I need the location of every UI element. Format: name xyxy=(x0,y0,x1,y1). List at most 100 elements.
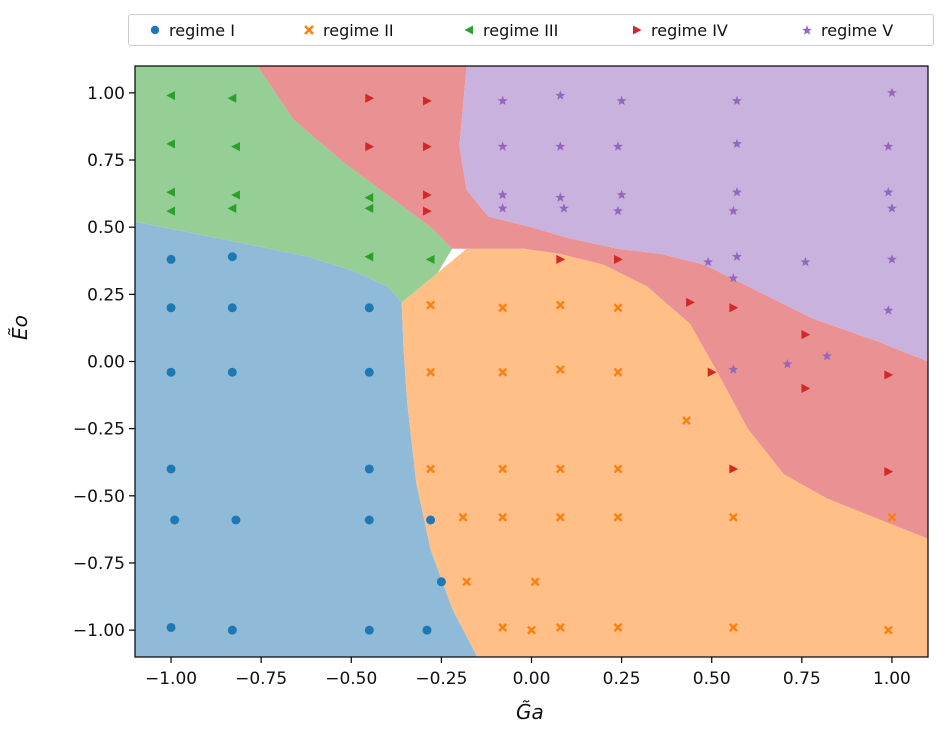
data-point-regime-ii xyxy=(887,512,897,522)
x-tick-label: −1.00 xyxy=(145,669,197,689)
legend-item-regime-i: regime I xyxy=(129,15,303,45)
data-point-regime-i xyxy=(364,464,374,474)
data-point-regime-ii xyxy=(728,512,738,522)
data-point-regime-ii xyxy=(555,365,565,375)
legend-item-regime-v: regime V xyxy=(801,15,933,45)
y-tick-label: −0.25 xyxy=(73,420,125,440)
legend-item-regime-ii: regime II xyxy=(303,15,463,45)
data-point-regime-i xyxy=(436,577,446,587)
data-point-regime-i xyxy=(227,252,237,262)
data-point-regime-iv xyxy=(729,464,739,474)
data-point-regime-ii xyxy=(530,577,540,587)
legend-label: regime V xyxy=(821,20,894,40)
data-point-regime-iv xyxy=(422,141,432,152)
data-point-regime-iv xyxy=(422,96,432,106)
data-point-regime-iii xyxy=(166,139,176,149)
region-regime-iv xyxy=(257,66,928,539)
data-point-regime-v xyxy=(782,358,793,369)
data-point-regime-v xyxy=(559,203,569,213)
decision-regions xyxy=(135,66,928,657)
data-point-regime-iv xyxy=(365,93,375,103)
x-tick-label: 1.00 xyxy=(873,669,911,689)
y-tick-label: −1.00 xyxy=(73,621,125,641)
data-point-regime-v xyxy=(883,141,894,151)
data-point-regime-i xyxy=(227,303,237,313)
y-tick-label: 0.25 xyxy=(87,285,125,305)
data-point-regime-ii xyxy=(426,464,436,474)
y-tick-label: 0.00 xyxy=(87,353,125,373)
data-point-regime-iv xyxy=(729,303,739,313)
data-point-regime-v xyxy=(497,189,508,200)
data-point-regime-v xyxy=(800,256,811,267)
data-point-regime-i xyxy=(364,367,374,377)
triangle-right-marker-icon xyxy=(633,25,642,35)
y-tick-label: −0.50 xyxy=(73,487,125,507)
data-point-regime-v xyxy=(732,138,742,149)
data-point-regime-v xyxy=(616,189,627,200)
data-point-regime-i xyxy=(166,367,176,377)
data-point-regime-v xyxy=(703,256,714,267)
data-point-regime-ii xyxy=(555,512,565,522)
data-point-regime-v xyxy=(728,205,739,216)
data-point-regime-iv xyxy=(884,467,894,477)
data-point-regime-iii xyxy=(425,254,435,265)
data-point-regime-ii xyxy=(498,303,508,313)
legend-item-regime-iii: regime III xyxy=(463,15,631,45)
data-point-regime-v xyxy=(883,305,894,315)
x-axis-label: G̃a xyxy=(516,700,544,724)
data-point-regime-v xyxy=(555,141,566,151)
data-point-regime-iii xyxy=(231,141,240,152)
x-tick-label: −0.75 xyxy=(235,669,287,689)
data-point-regime-i xyxy=(231,515,241,525)
x-tick-label: −0.25 xyxy=(415,669,467,689)
data-point-regime-iii xyxy=(227,93,237,103)
data-point-regime-ii xyxy=(498,623,508,632)
legend: regime I regime II regime III regime IV … xyxy=(128,14,934,46)
y-tick-label: 0.75 xyxy=(87,151,125,171)
data-point-regime-iii xyxy=(166,206,176,216)
data-point-regime-v xyxy=(497,203,508,213)
x-tick-label: 0.50 xyxy=(693,669,731,689)
data-point-regime-ii xyxy=(613,464,623,474)
x-tick-label: 0.00 xyxy=(513,669,551,689)
data-point-regime-ii xyxy=(498,367,508,377)
data-point-regime-ii xyxy=(555,300,565,310)
data-point-regime-ii xyxy=(458,512,468,522)
x-marker-icon xyxy=(304,25,314,35)
data-point-regime-iv xyxy=(422,206,432,216)
y-tick-label: −0.75 xyxy=(73,554,125,574)
axis-ticks: −1.00 −1.00 −0.75 −0.75 −0.50 −0.50 −0.25 −0.25… xyxy=(73,84,911,689)
circle-marker-icon xyxy=(150,25,160,35)
data-point-regime-i xyxy=(166,254,176,264)
data-point-regime-v xyxy=(555,192,566,202)
data-point-regime-iv xyxy=(686,297,695,307)
data-point-regime-v xyxy=(732,187,742,197)
region-regime-i xyxy=(135,221,478,657)
data-point-regime-ii xyxy=(462,577,472,587)
data-point-regime-iv xyxy=(556,254,566,265)
data-point-regime-i xyxy=(227,367,237,377)
data-point-regime-ii xyxy=(613,512,623,522)
data-point-regime-v xyxy=(616,95,627,106)
data-point-regime-v xyxy=(887,203,897,213)
x-tick-label: 0.75 xyxy=(783,669,821,689)
data-point-regime-iv xyxy=(707,367,717,377)
data-point-regime-i xyxy=(422,625,432,635)
data-point-regime-v xyxy=(728,273,739,283)
x-tick-label: 0.25 xyxy=(603,669,641,689)
data-point-regime-iii xyxy=(364,203,374,213)
data-point-regime-v xyxy=(728,364,739,374)
data-point-regime-ii xyxy=(498,512,508,522)
x-tick-label: −0.50 xyxy=(325,669,377,689)
data-point-regime-v xyxy=(883,187,894,197)
legend-label: regime I xyxy=(169,20,235,40)
data-point-regime-v xyxy=(887,254,897,264)
region-regime-iii xyxy=(135,66,453,303)
star-marker-icon xyxy=(802,25,812,35)
data-point-regime-v xyxy=(822,350,833,361)
data-point-regime-v xyxy=(732,95,742,106)
data-point-regime-iii xyxy=(231,190,240,200)
data-point-regime-i xyxy=(166,464,176,474)
data-point-regime-iii xyxy=(227,203,237,213)
